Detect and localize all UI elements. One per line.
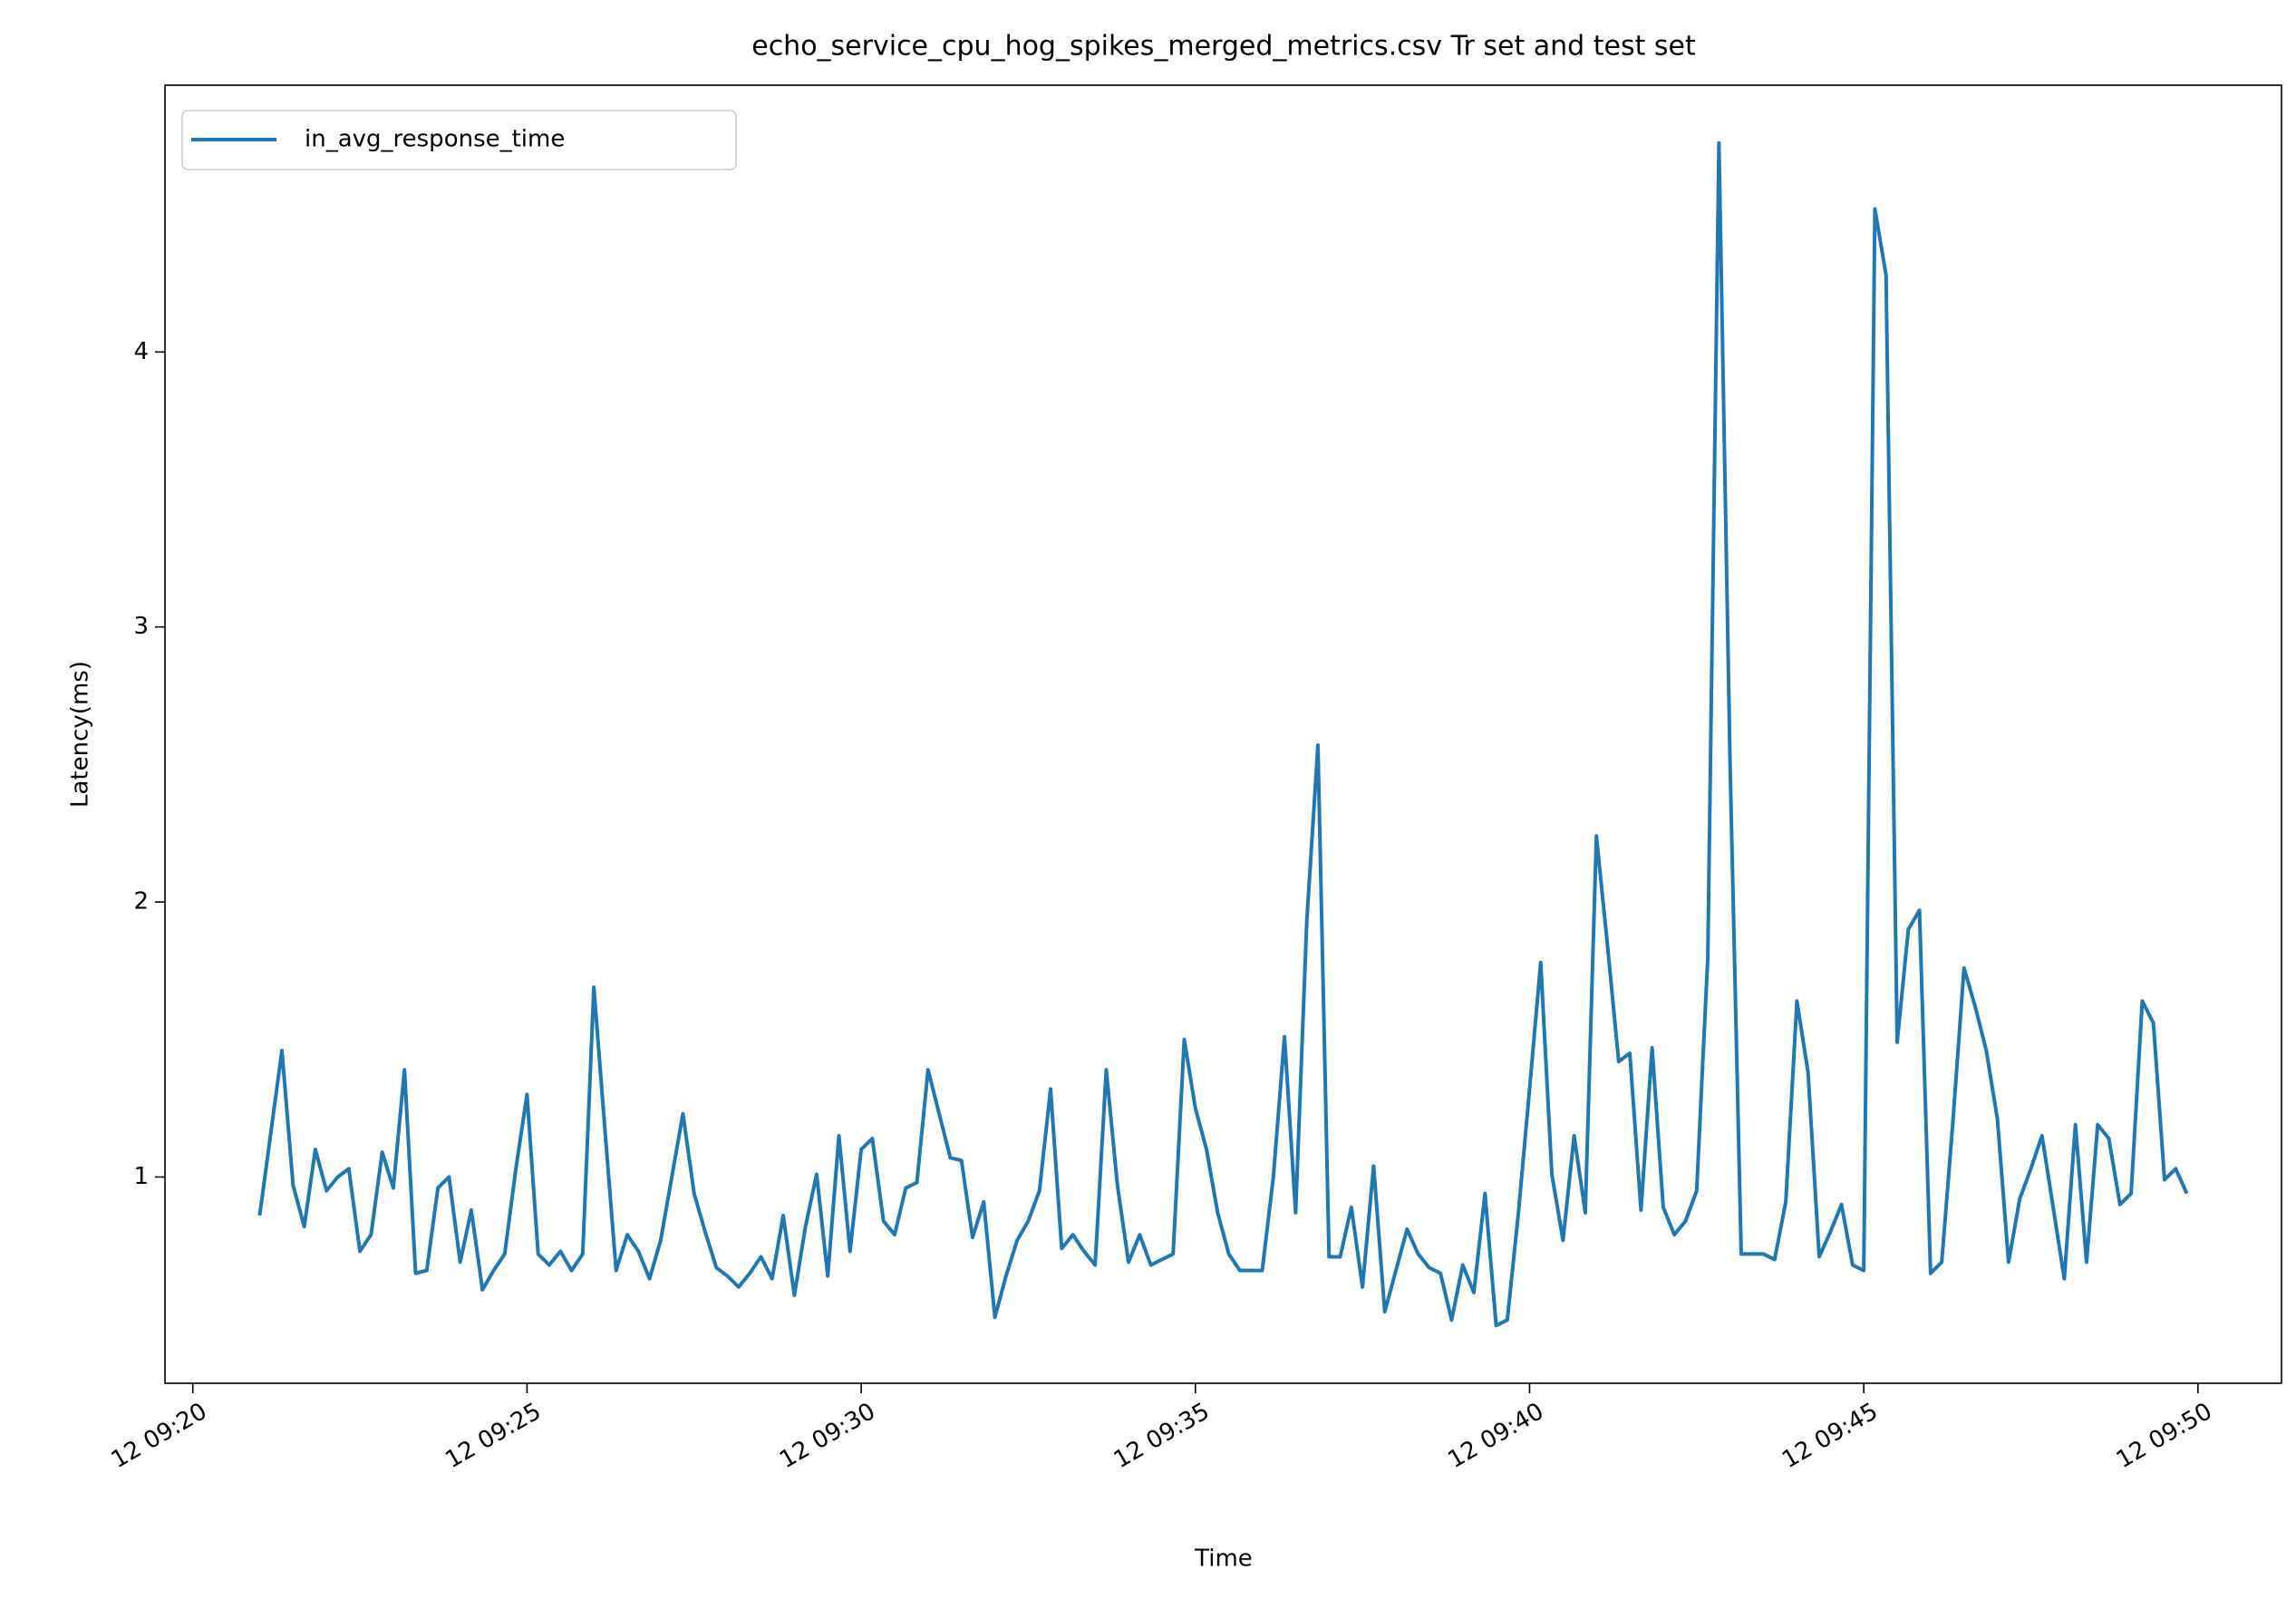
legend-box — [181, 110, 737, 170]
y-tick-label: 4 — [133, 338, 149, 365]
y-tick-label: 2 — [133, 888, 149, 916]
y-tick-label: 1 — [133, 1163, 149, 1190]
y-axis-label: Latency(ms) — [67, 661, 94, 808]
data-line — [257, 141, 2189, 1328]
x-axis-label: Time — [1194, 1546, 1253, 1573]
legend-label: in_avg_response_time — [305, 126, 565, 153]
y-tick-label: 3 — [133, 613, 149, 640]
chart-title: echo_service_cpu_hog_spikes_merged_metri… — [751, 31, 1696, 63]
plot-frame — [164, 84, 2282, 1384]
